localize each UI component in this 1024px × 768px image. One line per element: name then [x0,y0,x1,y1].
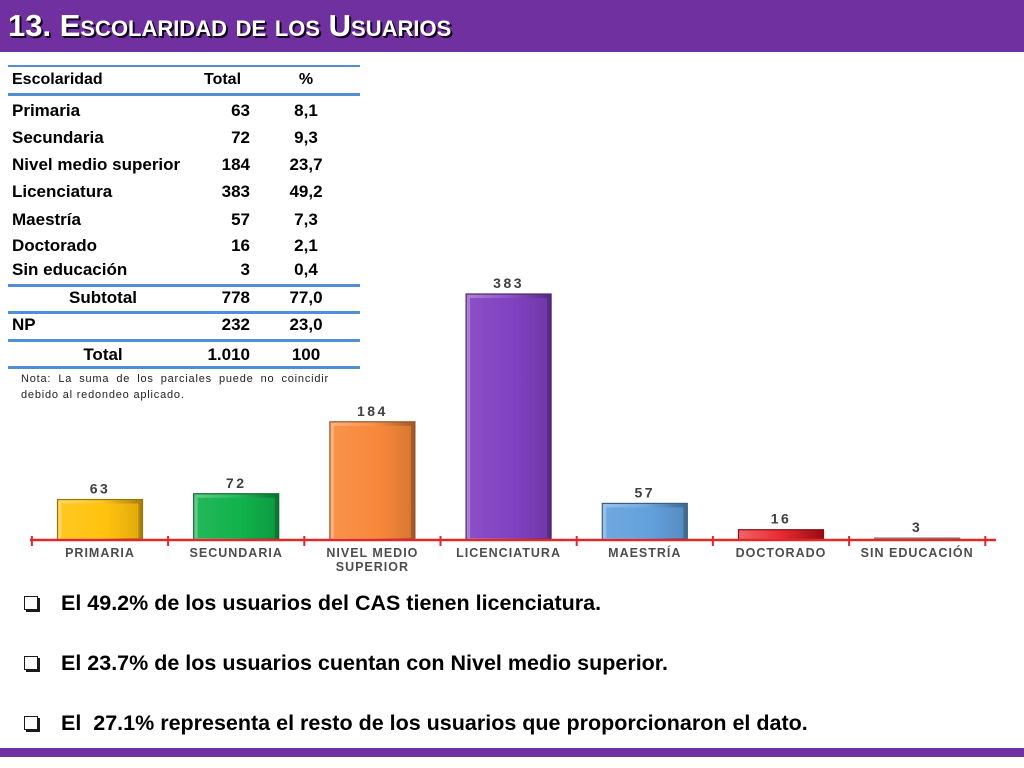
bullet-item: El 23.7% de los usuarios cuentan con Niv… [24,648,668,678]
row-label: Maestría [12,210,81,229]
table-rule [8,311,360,314]
table-row-sin-educacion: Sin educación 3 0,4 [8,257,360,283]
bar-face-licenciatura [470,298,548,538]
table-header-rule [8,93,360,96]
hollow-square-bullet-icon [24,596,38,610]
value-label-doctorado: 16 [771,511,792,527]
row-label: Nivel medio superior [12,155,181,174]
value-label-maestria: 57 [635,484,656,500]
education-table: Escolaridad Total % Primaria 63 8,1 Secu… [8,0,360,372]
table-footnote: Nota: La suma de los parciales puede no … [21,373,329,401]
category-label-doctorado: DOCTORADO [735,546,827,560]
row-label: Sin educación [12,260,128,279]
hollow-square-bullet-icon [24,656,38,670]
row-percent: 23,7 [289,155,323,174]
np-percent: 23,0 [289,315,323,334]
row-label: Primaria [12,101,81,120]
subtotal-percent: 77,0 [289,288,323,307]
row-total: 3 [240,260,250,279]
bar-face-maestria [606,507,684,538]
value-label-licenciatura: 383 [493,275,524,291]
value-label-secundaria: 72 [226,475,247,491]
row-total: 383 [221,182,250,201]
bullet-item: El 49.2% de los usuarios del CAS tienen … [24,588,601,618]
subtotal-total: 778 [221,288,250,307]
category-label-primaria: PRIMARIA [65,546,135,560]
row-percent: 49,2 [289,182,323,201]
bar-face-secundaria [197,497,275,538]
column-header-total: Total [203,71,242,88]
value-label-nivel-medio-superior: 184 [357,403,388,419]
value-label-primaria: 63 [90,481,111,497]
row-total: 184 [221,155,250,174]
table-row-np: NP 232 23,0 [8,312,360,338]
table-row-primaria: Primaria 63 8,1 [8,98,360,124]
column-header-escolaridad: Escolaridad [12,71,103,88]
bar-chart: 63 72 184 383 57 16 3 [30,275,996,546]
table-row-licenciatura: Licenciatura 383 49,2 [8,179,360,205]
subtotal-label: Subtotal [69,288,137,307]
row-percent: 2,1 [294,236,318,255]
row-percent: 7,3 [294,210,318,229]
bullet-text: El 49.2% de los usuarios del CAS tienen … [61,591,602,615]
row-total: 16 [231,236,250,255]
bullet-text: El 27.1% representa el resto de los usua… [61,711,808,735]
table-top-rule [8,65,360,67]
total-percent: 100 [291,345,321,364]
total-total: 1.010 [207,345,250,364]
row-total: 57 [231,210,250,229]
bar-face-nivel-medio-superior [333,425,411,538]
row-total: 72 [231,128,250,147]
row-percent: 8,1 [294,101,318,120]
table-row-doctorado: Doctorado 16 2,1 [8,233,360,259]
table-row-secundaria: Secundaria 72 9,3 [8,125,360,151]
np-label: NP [12,315,36,334]
value-label-sin-educacion: 3 [912,519,922,535]
row-percent: 9,3 [294,128,318,147]
row-percent: 0,4 [294,260,318,279]
bullet-text: El 23.7% de los usuarios cuentan con Niv… [61,651,668,675]
category-label-nivel-medio-superior: NIVEL MEDIO SUPERIOR [326,546,419,574]
category-label-maestria: MAESTRÍA [608,546,682,560]
bar-doctorado [737,529,825,541]
row-label: Secundaria [12,128,104,147]
table-bottom-rule [8,366,360,369]
row-label: Licenciatura [12,182,113,201]
hollow-square-bullet-icon [24,716,38,730]
row-label: Doctorado [12,236,97,255]
row-total: 63 [231,101,250,120]
table-row-subtotal: Subtotal 778 77,0 [8,285,360,311]
total-label: Total [83,345,123,364]
column-header-percent: % [298,71,314,88]
np-total: 232 [221,315,250,334]
header-band [0,0,1024,52]
table-row-total: Total 1.010 100 [8,342,360,368]
table-row-maestria: Maestría 57 7,3 [8,207,360,233]
table-rule [8,284,360,287]
bar-face-primaria [61,503,139,538]
table-row-nivel-medio-superior: Nivel medio superior 184 23,7 [8,152,360,178]
footer-band [0,748,1024,757]
slide-title: 13. Escolaridad de los Usuarios [8,8,452,43]
table-rule [8,339,360,342]
bullet-item: El 27.1% representa el resto de los usua… [24,708,808,738]
category-label-licenciatura: LICENCIATURA [456,546,561,560]
bar-chart-area: 63 72 184 383 57 16 3 PRIMARIA SECUNDARIA NIVEL … [0,270,1024,580]
category-label-secundaria: SECUNDARIA [189,546,283,560]
table-header-row: Escolaridad Total % [8,67,360,93]
category-label-sin-educacion: SIN EDUCACIÓN [860,546,974,560]
